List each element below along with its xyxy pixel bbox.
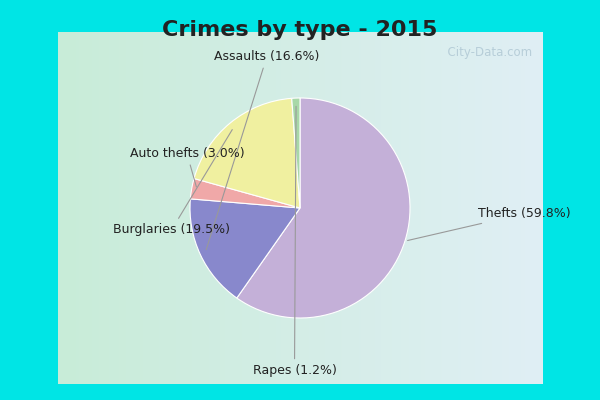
Wedge shape [190,178,300,208]
Text: City-Data.com: City-Data.com [440,46,532,59]
Wedge shape [194,98,300,208]
Wedge shape [292,98,300,208]
Text: Auto thefts (3.0%): Auto thefts (3.0%) [130,146,244,187]
Text: Thefts (59.8%): Thefts (59.8%) [407,207,571,240]
Text: Crimes by type - 2015: Crimes by type - 2015 [163,20,437,40]
Text: Burglaries (19.5%): Burglaries (19.5%) [113,130,232,236]
Wedge shape [190,199,300,298]
Text: Rapes (1.2%): Rapes (1.2%) [253,106,337,377]
Wedge shape [237,98,410,318]
Text: Assaults (16.6%): Assaults (16.6%) [206,50,320,250]
